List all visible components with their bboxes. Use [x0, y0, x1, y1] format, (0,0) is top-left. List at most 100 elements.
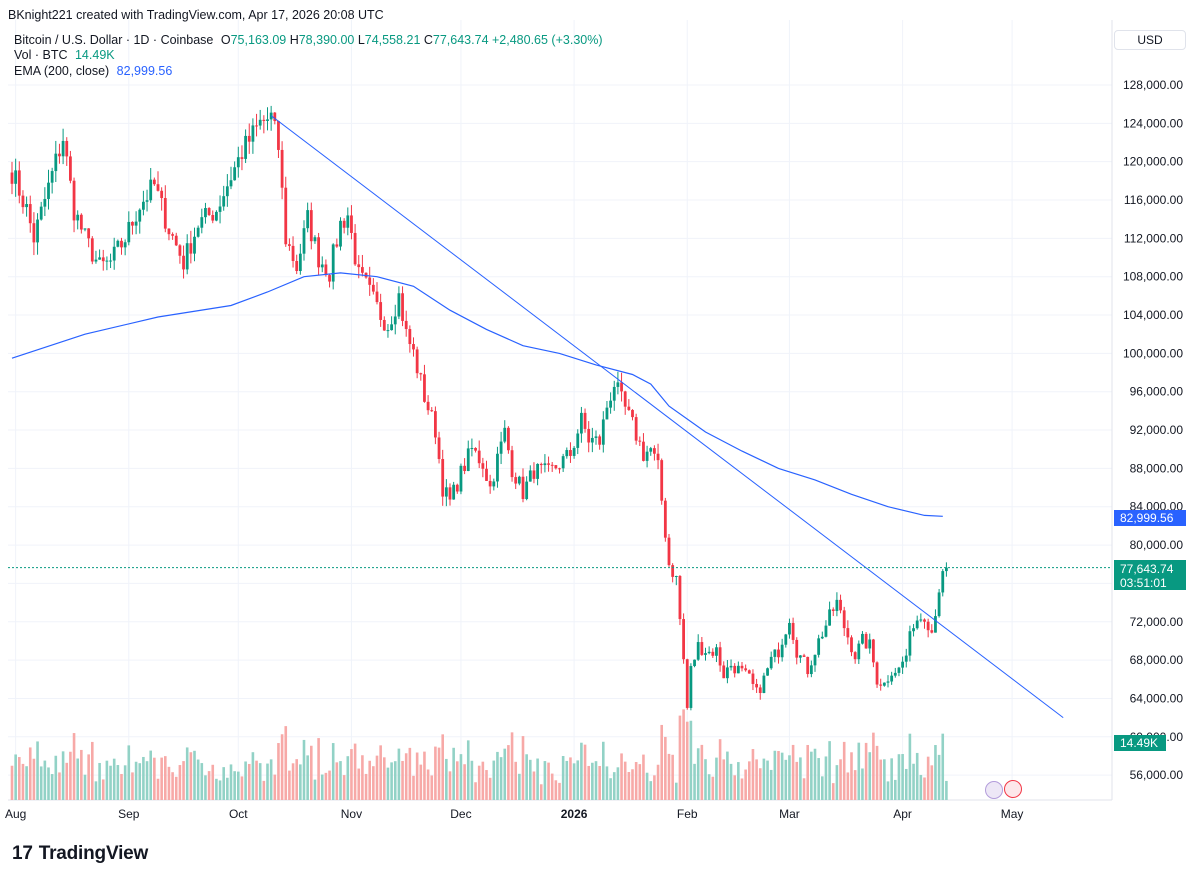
volume-bar — [204, 775, 207, 800]
high-value: 78,390.00 — [298, 33, 355, 47]
volume-bar — [488, 777, 492, 800]
volume-bar — [835, 765, 839, 800]
volume-bar — [32, 758, 36, 800]
candle-body — [105, 260, 109, 262]
volume-bar — [229, 764, 233, 800]
candle-body — [288, 244, 291, 246]
volume-bar — [656, 764, 660, 800]
volume-bar — [456, 761, 459, 800]
candle-body — [609, 400, 612, 408]
y-tick-label: 80,000.00 — [1130, 538, 1184, 552]
volume-bar — [182, 761, 185, 800]
candle-body — [751, 673, 755, 684]
volume-bar — [50, 774, 54, 800]
volume-bar — [174, 776, 178, 800]
volume-bar — [758, 768, 762, 800]
candle-body — [441, 459, 445, 497]
volume-bar — [503, 748, 507, 800]
volume-bar — [251, 752, 255, 800]
volume-bar — [711, 776, 715, 800]
ema-label[interactable]: EMA (200, close) — [14, 64, 110, 78]
candle-body — [897, 667, 901, 673]
volume-bar — [430, 775, 434, 800]
candle-body — [642, 441, 645, 461]
candle-body — [587, 428, 591, 443]
volume-bar — [302, 739, 306, 800]
candle-body — [101, 257, 105, 262]
volume-bar — [813, 748, 817, 800]
volume-bar — [10, 765, 14, 800]
volume-bar — [266, 763, 269, 800]
volume-bar — [507, 745, 510, 800]
volume-bar — [109, 765, 112, 800]
volume-bar — [682, 709, 685, 800]
volume-bar — [156, 778, 160, 800]
volume-bar — [529, 759, 532, 800]
volume-bar — [123, 765, 127, 800]
volume-bar — [799, 757, 802, 800]
volume-bar — [583, 744, 587, 800]
x-tick-label: 2026 — [561, 807, 588, 821]
candle-body — [704, 653, 707, 655]
tradingview-logo[interactable]: 17 TradingView — [12, 843, 148, 865]
volume-bar — [941, 733, 945, 800]
candle-body — [309, 210, 313, 242]
volume-bar — [864, 742, 868, 800]
volume-bar — [645, 772, 649, 800]
symbol-title[interactable]: Bitcoin / U.S. Dollar · 1D · Coinbase — [14, 33, 214, 47]
candle-body — [25, 204, 28, 208]
candle-body — [236, 157, 240, 168]
currency-button[interactable]: USD — [1114, 30, 1186, 50]
candle-body — [79, 214, 83, 230]
volume-bar — [802, 778, 806, 800]
candle-body — [207, 208, 211, 215]
volume-bar — [18, 757, 21, 800]
volume-bar — [361, 755, 364, 800]
volume-bar — [171, 772, 174, 800]
events-icon[interactable] — [985, 781, 1003, 799]
volume-bar — [39, 766, 43, 800]
volume-bar — [87, 754, 90, 800]
volume-bar — [894, 779, 897, 800]
volume-bar — [452, 747, 455, 800]
volume-bar — [580, 742, 583, 800]
candle-body — [452, 484, 456, 500]
volume-bar — [61, 751, 65, 800]
candle-body — [463, 465, 466, 472]
candle-body — [266, 119, 269, 121]
volume-bar — [934, 745, 937, 800]
volume-bar — [58, 772, 61, 800]
volume-bar — [510, 732, 514, 800]
volume-bar — [850, 752, 853, 800]
volume-bar — [310, 745, 313, 800]
candle-body — [558, 468, 561, 470]
volume-bar — [912, 763, 915, 800]
candle-body — [382, 319, 386, 331]
candle-body — [919, 619, 923, 621]
candle-body — [404, 320, 408, 330]
volume-bar — [492, 760, 496, 800]
volume-bar — [127, 745, 131, 800]
volume-bar — [751, 749, 755, 800]
candle-body — [912, 628, 915, 632]
candle-body — [565, 450, 569, 457]
volume-label[interactable]: Vol · BTC — [14, 48, 68, 62]
candle-body — [54, 153, 58, 172]
volume-bar — [762, 758, 766, 800]
volume-bar — [477, 765, 481, 800]
chart-credit: BKnight221 created with TradingView.com,… — [8, 8, 384, 22]
candle-body — [149, 179, 153, 201]
candle-body — [430, 410, 434, 412]
candle-body — [39, 206, 43, 220]
volume-bar — [350, 749, 353, 800]
volume-bar — [262, 780, 266, 800]
candle-body — [466, 448, 470, 472]
volume-bar — [744, 769, 747, 800]
candle-body — [532, 470, 536, 479]
candle-body — [65, 140, 69, 157]
volume-bar — [915, 752, 919, 800]
volume-bar — [120, 773, 123, 800]
volume-bar — [664, 736, 667, 800]
us-flag-icon[interactable] — [1004, 780, 1022, 798]
